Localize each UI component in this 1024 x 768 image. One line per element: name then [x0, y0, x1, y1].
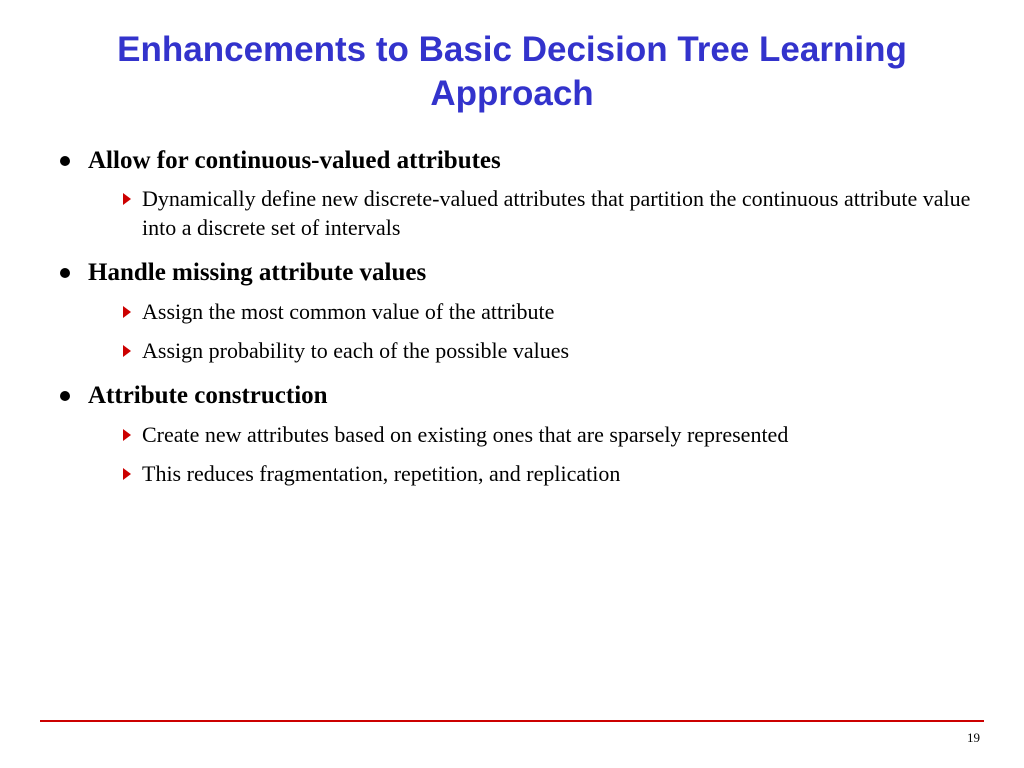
bullet-sub: Assign the most common value of the attr…	[122, 298, 984, 327]
bullet-main: Allow for continuous-valued attributes	[60, 144, 984, 178]
bullet-sub-text: Assign probability to each of the possib…	[142, 337, 569, 366]
bullet-main: Handle missing attribute values	[60, 256, 984, 290]
bullet-sub-text: Assign the most common value of the attr…	[142, 298, 554, 327]
bullet-main-text: Attribute construction	[88, 379, 328, 413]
bullet-sub-text: This reduces fragmentation, repetition, …	[142, 460, 620, 489]
sub-list: Dynamically define new discrete-valued a…	[60, 185, 984, 242]
bullet-dot-icon	[60, 268, 70, 278]
slide: Enhancements to Basic Decision Tree Lear…	[0, 0, 1024, 768]
sub-list: Assign the most common value of the attr…	[60, 298, 984, 365]
bullet-dot-icon	[60, 391, 70, 401]
bullet-dot-icon	[60, 156, 70, 166]
arrow-right-icon	[122, 467, 132, 481]
page-number: 19	[967, 730, 980, 746]
arrow-right-icon	[122, 305, 132, 319]
arrow-right-icon	[122, 344, 132, 358]
arrow-right-icon	[122, 428, 132, 442]
bullet-main-text: Handle missing attribute values	[88, 256, 426, 290]
bullet-sub: Create new attributes based on existing …	[122, 421, 984, 450]
content-area: Allow for continuous-valued attributes D…	[40, 144, 984, 489]
bullet-sub: This reduces fragmentation, repetition, …	[122, 460, 984, 489]
bullet-main: Attribute construction	[60, 379, 984, 413]
bullet-sub: Assign probability to each of the possib…	[122, 337, 984, 366]
bullet-sub-text: Create new attributes based on existing …	[142, 421, 788, 450]
bullet-sub-text: Dynamically define new discrete-valued a…	[142, 185, 984, 242]
sub-list: Create new attributes based on existing …	[60, 421, 984, 488]
bullet-sub: Dynamically define new discrete-valued a…	[122, 185, 984, 242]
slide-title: Enhancements to Basic Decision Tree Lear…	[40, 28, 984, 116]
bullet-main-text: Allow for continuous-valued attributes	[88, 144, 501, 178]
footer-divider	[40, 720, 984, 722]
arrow-right-icon	[122, 192, 132, 206]
